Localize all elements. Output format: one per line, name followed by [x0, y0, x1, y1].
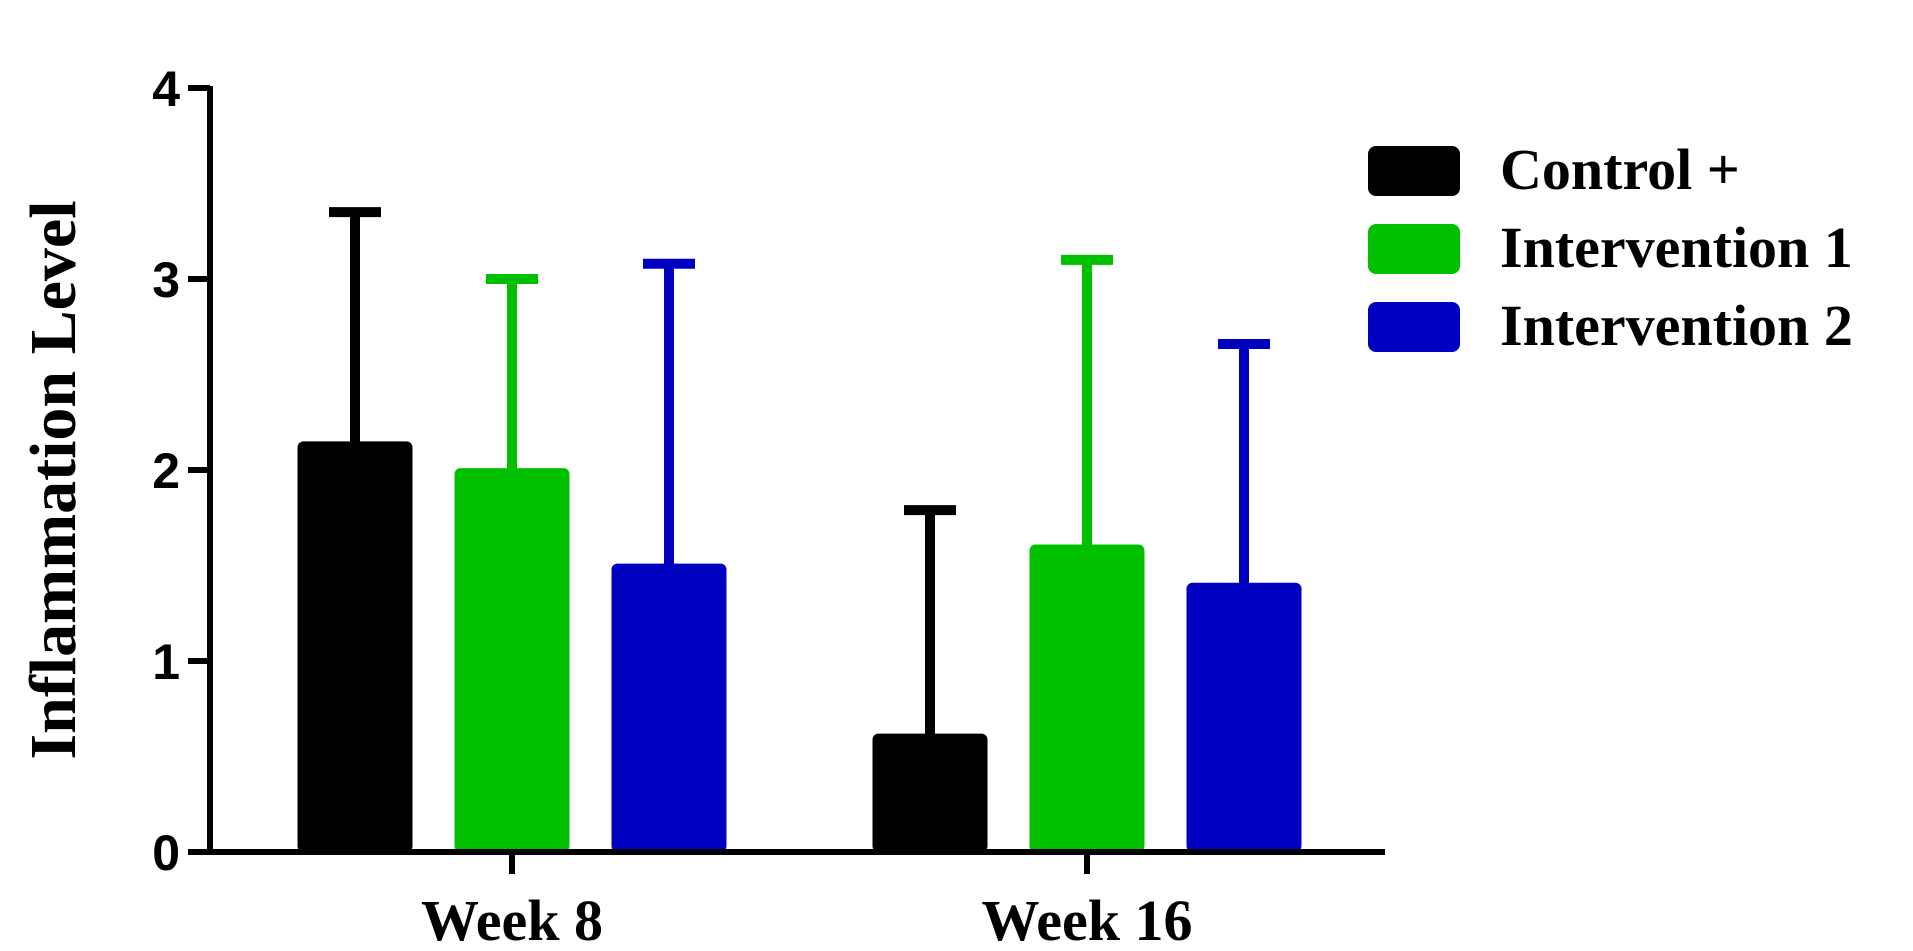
- bar-2-2: [1029, 544, 1145, 852]
- y-tick-label-0: 0: [152, 825, 180, 881]
- legend-swatch-3: [1368, 302, 1460, 352]
- y-axis-title: Inflammation Level: [17, 200, 90, 759]
- bar-3-2: [1186, 582, 1302, 852]
- bar-3-1: [611, 563, 727, 852]
- bar-2-1: [454, 468, 570, 852]
- bar-1-2: [872, 733, 988, 852]
- y-tick-label-2: 2: [152, 443, 180, 499]
- legend-label-3: Intervention 2: [1500, 293, 1853, 358]
- axes-layer: 0 1 2 3 4 Week 8 Week 16: [152, 61, 1385, 951]
- y-tick-label-3: 3: [152, 252, 180, 308]
- bar-1-1: [297, 441, 413, 852]
- bars-layer: [297, 207, 1302, 852]
- legend-label-1: Control +: [1500, 137, 1740, 202]
- legend-swatch-2: [1368, 224, 1460, 274]
- x-category-label-1: Week 16: [981, 888, 1192, 951]
- y-tick-label-4: 4: [152, 61, 180, 117]
- legend-label-2: Intervention 1: [1500, 215, 1853, 280]
- legend: Control + Intervention 1 Intervention 2: [1368, 137, 1853, 358]
- x-category-label-0: Week 8: [421, 888, 603, 951]
- y-tick-label-1: 1: [152, 634, 180, 690]
- legend-swatch-1: [1368, 146, 1460, 196]
